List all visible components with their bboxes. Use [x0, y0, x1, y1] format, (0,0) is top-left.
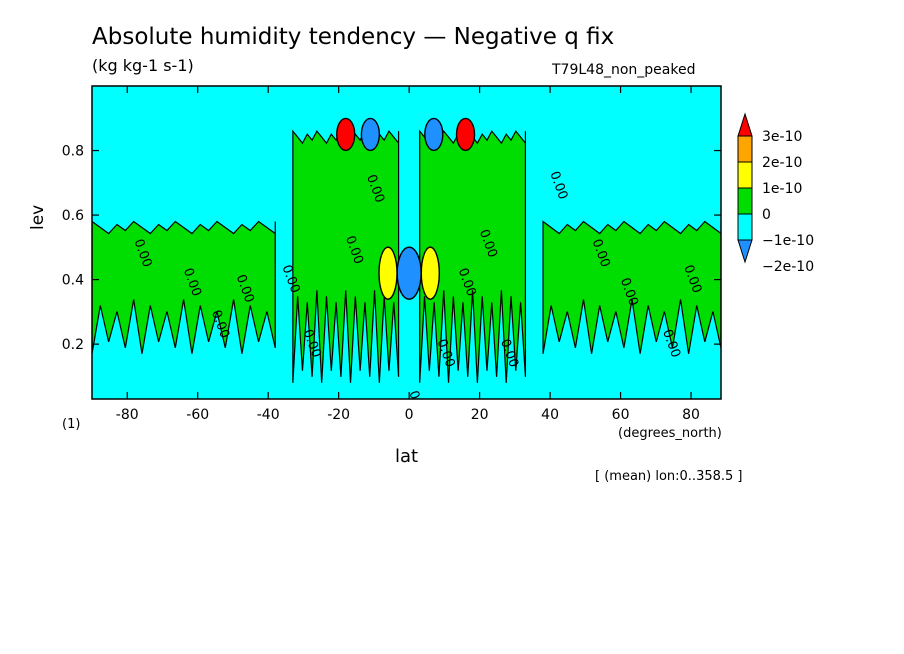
- positive-core: [455, 117, 476, 152]
- negative-core: [396, 246, 422, 300]
- x-tick-label: 20: [471, 407, 489, 423]
- level-note: (1): [62, 417, 81, 432]
- y-tick-label: 0.4: [62, 273, 84, 289]
- colorbar-label: −2e-10: [762, 259, 814, 275]
- x-tick-label: -80: [116, 407, 139, 423]
- x-tick-label: 0: [405, 407, 414, 423]
- colorbar-segment: [737, 213, 753, 241]
- x-tick-label: -20: [327, 407, 350, 423]
- y-tick-label: 0.8: [62, 144, 84, 160]
- x-tick-label: -40: [257, 407, 280, 423]
- x-tick-label: 80: [682, 407, 700, 423]
- chart-title: Absolute humidity tendency — Negative q …: [92, 24, 615, 50]
- colorbar-label: 2e-10: [762, 155, 802, 171]
- x-tick-label: 40: [541, 407, 559, 423]
- zero-band-region: [542, 220, 721, 354]
- zero-band-region: [92, 220, 276, 354]
- negative-core: [360, 117, 381, 152]
- positive-core: [420, 246, 440, 300]
- colorbar-label: 0: [762, 207, 771, 223]
- colorbar-arrow-bottom: [737, 239, 753, 264]
- colorbar-segment: [737, 187, 753, 215]
- negative-core: [424, 117, 444, 152]
- x-tick-label: 60: [612, 407, 630, 423]
- contour-label: 0.00: [405, 389, 429, 421]
- positive-core: [378, 246, 398, 300]
- colorbar-arrow-top: [737, 112, 753, 137]
- plot-frame: [91, 85, 722, 400]
- colorbar-segment: [737, 135, 753, 163]
- units-label: (kg kg-1 s-1): [92, 56, 194, 75]
- x-axis-label: lat: [395, 446, 419, 467]
- zero-band-region: [292, 129, 400, 383]
- colorbar-label: −1e-10: [762, 233, 814, 249]
- positive-core: [336, 117, 356, 152]
- colorbar-label: 1e-10: [762, 181, 802, 197]
- y-tick-label: 0.6: [62, 208, 84, 224]
- colorbar-segment: [737, 161, 753, 189]
- colorbar-label: 3e-10: [762, 129, 802, 145]
- x-axis-units: (degrees_north): [618, 426, 722, 441]
- y-tick-label: 0.2: [62, 337, 84, 353]
- x-tick-label: -60: [186, 407, 209, 423]
- subset-label: [ (mean) lon:0..358.5 ]: [595, 469, 743, 484]
- run-label: T79L48_non_peaked: [552, 62, 696, 78]
